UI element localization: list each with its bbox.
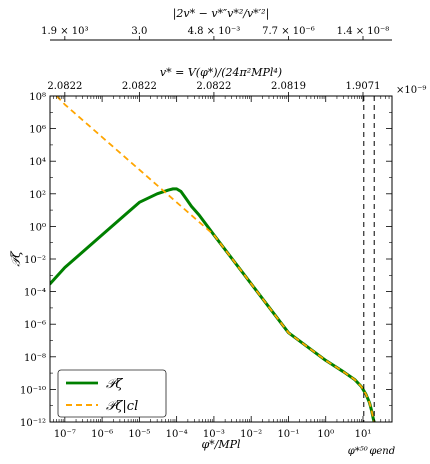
y-axis-title: 𝒫ζ — [9, 250, 23, 267]
y-tick-label: 10⁻⁸ — [24, 353, 46, 364]
x-tick-label: 10⁻⁴ — [166, 429, 188, 440]
y-tick-label: 10⁻¹⁰ — [20, 385, 46, 396]
x-tick-label: 10⁻² — [240, 429, 262, 440]
x-tick-label: 10¹ — [355, 429, 372, 440]
top-axis-2-tick-label: 1.9 × 10³ — [41, 26, 88, 37]
x-tick-label: 10⁻⁵ — [128, 429, 150, 440]
x-tick-label: 10⁻⁷ — [54, 429, 76, 440]
top-axis-1-tick-label: 2.0822 — [47, 81, 82, 92]
top-axis-1-title: v* = V(φ*)/(24π²MPl⁴) — [160, 66, 282, 79]
x-tick-label: 10⁰ — [317, 429, 334, 440]
vline-label-0: φ*⁵⁰ — [348, 446, 368, 457]
top-axis-2-title: |2v* − v*″v*²/v*′²| — [173, 7, 270, 21]
y-tick-label: 10⁻¹² — [20, 418, 46, 429]
y-tick-label: 10⁰ — [29, 222, 46, 233]
y-tick-label: 10⁻⁶ — [24, 320, 46, 331]
x-tick-label: 10⁻⁶ — [91, 429, 113, 440]
y-tick-label: 10⁶ — [29, 125, 46, 136]
top-axis-1-tick-label: 2.0822 — [196, 81, 231, 92]
legend-label-pzeta: 𝒫ζ — [106, 377, 123, 392]
y-tick-label: 10⁻⁴ — [24, 288, 46, 299]
x-tick-label: 10⁻³ — [203, 429, 225, 440]
top-axis-2-tick-label: 4.8 × 10⁻³ — [188, 26, 241, 37]
top-axis-2-tick-label: 1.4 × 10⁻⁸ — [337, 26, 390, 37]
top-axis-1-offset: ×10⁻⁹ — [396, 85, 426, 96]
top-axis-2-tick-label: 3.0 — [131, 26, 147, 37]
x-axis-title: φ*/MPl — [201, 438, 241, 451]
y-tick-label: 10² — [29, 190, 46, 201]
y-tick-label: 10⁸ — [29, 92, 46, 103]
legend-label-pzeta-cl: 𝒫ζ|cl — [106, 399, 138, 414]
y-tick-label: 10⁻² — [24, 255, 46, 266]
top-axis-2-tick-label: 7.7 × 10⁻⁶ — [262, 26, 315, 37]
vline-label-1: φend — [369, 446, 395, 457]
top-axis-1-tick-label: 1.9071 — [345, 81, 380, 92]
top-axis-1-tick-label: 2.0819 — [271, 81, 306, 92]
series-line-1 — [55, 96, 376, 422]
x-tick-label: 10⁻¹ — [277, 429, 299, 440]
legend: 𝒫ζ 𝒫ζ|cl — [57, 369, 167, 418]
y-tick-label: 10⁴ — [29, 157, 46, 168]
top-axis-1-tick-label: 2.0822 — [122, 81, 157, 92]
